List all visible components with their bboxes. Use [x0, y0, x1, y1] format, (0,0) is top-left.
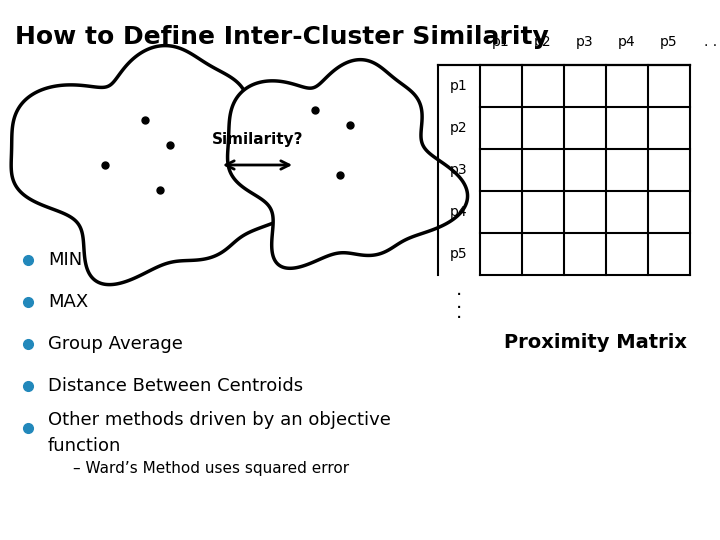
Text: p2: p2: [450, 121, 468, 135]
Text: p4: p4: [450, 205, 468, 219]
Text: p1: p1: [492, 35, 510, 49]
Text: How to Define Inter-Cluster Similarity: How to Define Inter-Cluster Similarity: [15, 25, 549, 49]
Text: MIN: MIN: [48, 251, 82, 269]
Text: Group Average: Group Average: [48, 335, 183, 353]
Text: Distance Between Centroids: Distance Between Centroids: [48, 377, 303, 395]
Text: p3: p3: [450, 163, 468, 177]
Polygon shape: [228, 59, 467, 268]
Polygon shape: [12, 45, 319, 285]
Text: .: .: [456, 280, 462, 299]
Text: – Ward’s Method uses squared error: – Ward’s Method uses squared error: [73, 461, 349, 476]
Text: .: .: [456, 293, 462, 312]
Text: MAX: MAX: [48, 293, 89, 311]
Text: p5: p5: [450, 247, 468, 261]
Text: p2: p2: [534, 35, 552, 49]
Text: p5: p5: [660, 35, 678, 49]
Text: Proximity Matrix: Proximity Matrix: [504, 333, 687, 352]
Text: Other methods driven by an objective: Other methods driven by an objective: [48, 411, 391, 429]
Text: Similarity?: Similarity?: [212, 132, 303, 147]
Text: p4: p4: [618, 35, 636, 49]
Text: function: function: [48, 437, 122, 455]
Text: p3: p3: [576, 35, 594, 49]
Text: . . .: . . .: [704, 35, 720, 49]
Text: p1: p1: [450, 79, 468, 93]
Text: .: .: [456, 303, 462, 322]
